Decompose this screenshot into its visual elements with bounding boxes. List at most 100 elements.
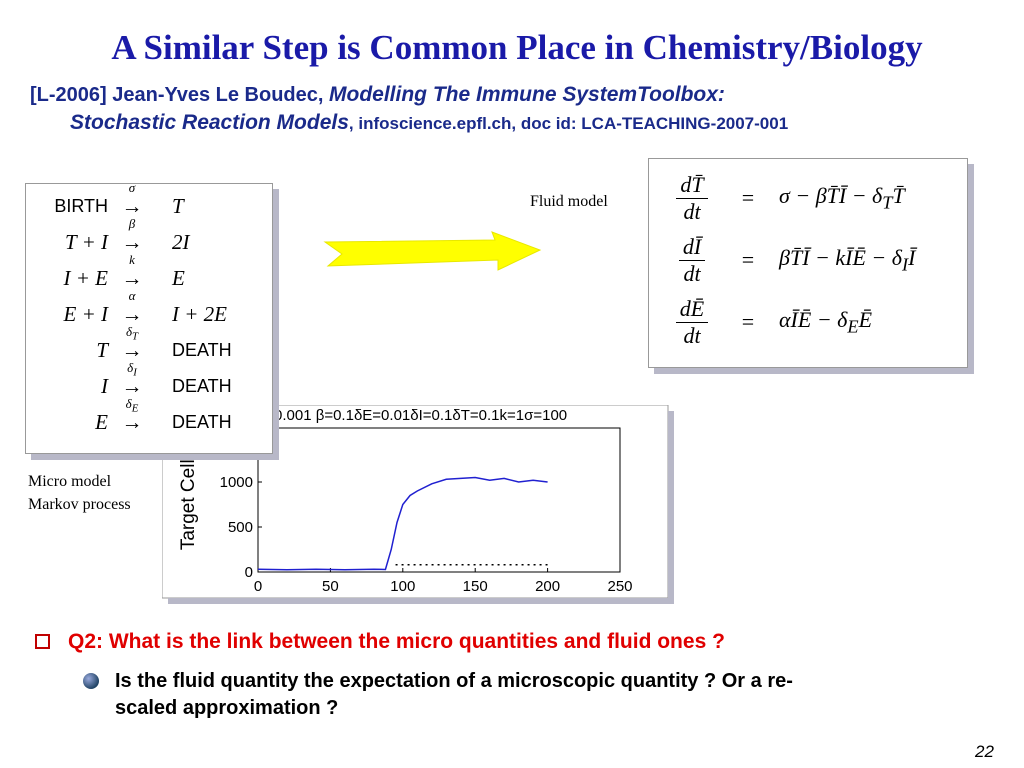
fraction: dĒ dt: [667, 296, 717, 349]
question: Q2: What is the link between the micro q…: [68, 630, 725, 653]
denominator: dt: [683, 198, 701, 224]
reaction: T + I β → 2I: [26, 216, 272, 260]
ref-italic: Stochastic Reaction Models: [70, 111, 349, 134]
reactant: E + I: [63, 301, 109, 326]
yellow-arrow: [323, 231, 542, 271]
reaction-arrow: σ →: [108, 180, 156, 219]
arrow-graphic: [323, 231, 542, 271]
y-tick-label: 0: [245, 564, 253, 581]
product: DEATH: [172, 375, 232, 396]
plot-title: 0.001 β=0.1δE=0.01δI=0.1δT=0.1k=1σ=100: [274, 407, 567, 424]
rate: δT: [108, 324, 156, 343]
x-tick-label: 100: [390, 578, 415, 595]
math-text: βT̄Ī − kĪĒ − δ: [779, 244, 902, 270]
rate: β: [108, 216, 156, 232]
reactant: BIRTH: [54, 195, 108, 216]
subscript: T: [882, 192, 893, 213]
reactant: T: [96, 337, 108, 362]
arrow: →: [121, 265, 143, 290]
x-tick-label: 200: [535, 578, 560, 595]
rate: δI: [108, 360, 156, 379]
reactant: I + E: [63, 265, 109, 290]
math-text: α: [128, 287, 136, 303]
subscript: E: [131, 402, 139, 415]
bullet-square: [35, 634, 50, 649]
rate: k: [108, 252, 156, 268]
reference-line-1: [L-2006] Jean-Yves Le Boudec, Modelling …: [30, 83, 725, 107]
math-text: δ: [127, 359, 134, 375]
math-text: Ī: [908, 244, 916, 270]
slide-title: A Similar Step is Common Place in Chemis…: [111, 28, 923, 67]
rate: δE: [108, 396, 156, 415]
math-text: δ: [125, 395, 132, 411]
plot-shadow: [668, 411, 674, 604]
rate: σ: [108, 180, 156, 196]
reactant: E: [95, 409, 108, 434]
math-text: β: [128, 215, 136, 231]
ref-tail: , infoscience.epfl.ch, doc id: LCA-TEACH…: [348, 114, 789, 133]
product: 2I: [172, 229, 190, 254]
fraction: dĪ dt: [667, 234, 717, 287]
math-text: k: [129, 251, 135, 267]
equals: =: [741, 247, 755, 272]
plot-shadow: [168, 598, 674, 604]
axes-box: [257, 427, 621, 573]
bullet-sphere: [83, 673, 99, 689]
rhs: σ − βT̄Ī − δTT̄: [779, 183, 905, 213]
x-tick-label: 150: [463, 578, 488, 595]
equations-box: dT̄ dt = σ − βT̄Ī − δTT̄ dĪ dt = βT̄Ī − kĪĒ − δ…: [648, 158, 968, 368]
arrow: →: [121, 193, 143, 218]
product: T: [172, 193, 184, 218]
micro-label-line: Markov process: [28, 496, 131, 513]
reactant: I: [101, 373, 108, 398]
reactant: T + I: [65, 229, 108, 254]
numerator: dĒ: [675, 296, 709, 323]
math-text: σ − βT̄Ī − δ: [779, 182, 883, 208]
y-tick-label: 1000: [220, 474, 253, 491]
math-text: σ: [128, 179, 136, 195]
math-text: αĪĒ − δ: [779, 306, 848, 332]
fraction: dT̄ dt: [667, 172, 717, 225]
math-text: Ē: [858, 306, 873, 332]
reaction-arrow: k →: [108, 252, 156, 291]
equation: dT̄ dt = σ − βT̄Ī − δTT̄: [667, 167, 967, 229]
rhs: αĪĒ − δEĒ: [779, 307, 872, 337]
sub-bullet-line: Is the fluid quantity the expectation of…: [115, 670, 793, 692]
reaction-arrow: δT →: [108, 324, 156, 363]
arrow: →: [121, 229, 143, 254]
product: I + 2E: [172, 301, 227, 326]
y-axis-label: Target Cells: [178, 450, 199, 550]
arrow: →: [121, 409, 143, 434]
numerator: dĪ: [678, 234, 706, 261]
subscript: I: [133, 366, 137, 379]
math-text: T̄: [892, 182, 905, 208]
page-number: 22: [975, 742, 994, 761]
rate: α: [108, 288, 156, 304]
equals: =: [741, 185, 755, 210]
fluid-label: Fluid model: [530, 193, 608, 210]
micro-label: Micro model Markov process: [28, 470, 131, 516]
subscript: I: [901, 254, 909, 275]
equation: dĪ dt = βT̄Ī − kĪĒ − δIĪ: [667, 229, 967, 291]
arrow: →: [121, 373, 143, 398]
product: DEATH: [172, 411, 232, 432]
product: E: [172, 265, 185, 290]
rhs: βT̄Ī − kĪĒ − δIĪ: [779, 245, 915, 275]
ref-lead: [L-2006] Jean-Yves Le Boudec,: [30, 84, 330, 106]
equation: dĒ dt = αĪĒ − δEĒ: [667, 291, 967, 353]
sub-bullet: Is the fluid quantity the expectation of…: [115, 668, 793, 722]
subscript: E: [847, 316, 859, 337]
x-tick-label: 250: [607, 578, 632, 595]
denominator: dt: [683, 322, 701, 348]
subscript: T: [132, 330, 139, 343]
equals: =: [741, 309, 755, 334]
x-tick-label: 50: [322, 578, 339, 595]
reference-line-2: Stochastic Reaction Models, infoscience.…: [70, 111, 788, 135]
